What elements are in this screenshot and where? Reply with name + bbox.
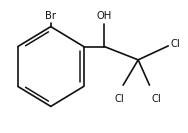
Text: OH: OH — [97, 11, 112, 21]
Text: Br: Br — [45, 11, 56, 21]
Text: Cl: Cl — [151, 94, 161, 104]
Text: Cl: Cl — [170, 39, 180, 49]
Text: Cl: Cl — [114, 94, 124, 104]
